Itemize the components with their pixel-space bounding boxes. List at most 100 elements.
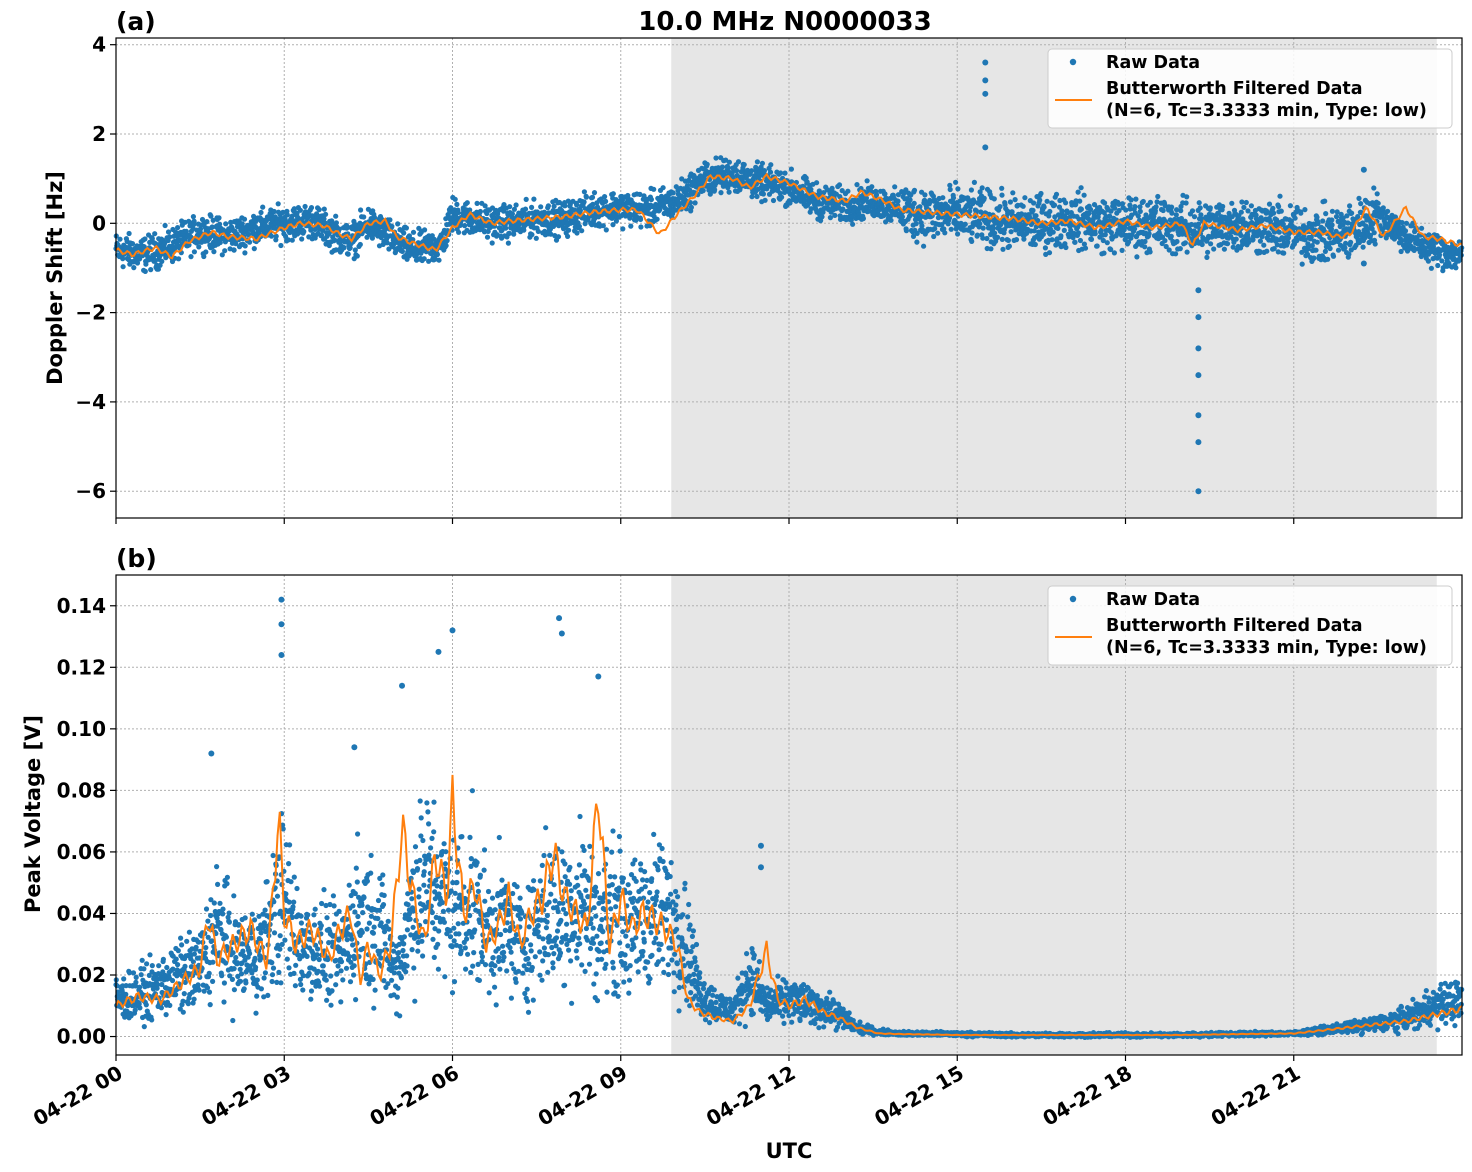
raw-point [415,948,421,954]
raw-point [254,977,260,983]
raw-point [1189,208,1196,214]
raw-point [1221,246,1227,252]
raw-point [1077,237,1083,244]
raw-point [735,159,742,165]
raw-point [1078,185,1084,191]
raw-point [660,185,666,191]
raw-point [371,1005,377,1011]
raw-point [1385,208,1391,214]
raw-point [1271,210,1277,216]
raw-point [241,986,247,992]
raw-point [131,265,137,271]
raw-point [610,191,616,197]
raw-point [170,966,176,972]
raw-point [211,900,217,906]
raw-point [338,999,344,1005]
raw-point [142,268,148,274]
raw-point [1092,231,1098,237]
raw-point [979,185,985,191]
raw-point [409,896,415,902]
raw-point [1257,238,1263,244]
raw-point [1349,210,1355,216]
raw-point [845,188,851,194]
raw-point [1142,238,1148,245]
raw-point [1220,203,1226,210]
raw-point [231,247,237,253]
raw-point [237,966,243,972]
raw-point [1147,199,1153,205]
raw-point [321,887,327,893]
raw-point [148,267,154,273]
raw-point [375,915,381,922]
raw-point [434,251,440,258]
raw-point [226,919,232,925]
raw-point [231,966,237,972]
raw-point [533,235,539,241]
raw-point [262,970,268,976]
raw-point [420,953,426,959]
raw-point [1313,247,1319,253]
raw-point [600,223,606,229]
raw-point [1012,197,1018,203]
raw-point [733,168,740,174]
raw-point [203,906,210,912]
raw-point [1082,245,1089,251]
raw-point [175,962,181,968]
raw-point [1277,193,1283,199]
raw-point [538,204,544,210]
raw-point [1133,196,1139,202]
raw-point [204,219,210,225]
raw-point [404,963,410,969]
raw-point [1182,240,1188,246]
raw-point [1425,258,1431,264]
raw-point [355,913,361,920]
raw-point [286,965,292,971]
raw-point [507,204,513,210]
raw-point [914,239,920,245]
raw-point [176,256,182,262]
raw-point [410,924,416,930]
raw-point [317,983,323,989]
raw-point [1270,205,1276,211]
raw-point [1374,191,1380,197]
panel-a-label: (a) [116,7,156,36]
raw-point [1021,236,1027,242]
raw-point [1020,203,1026,209]
raw-point [1147,249,1153,255]
raw-point [942,230,948,236]
raw-point [1302,207,1308,213]
raw-point [1162,238,1168,244]
panel-b-voltage: (b) Peak Voltage [V] 0.000.020.040.060.0… [21,544,1465,1061]
raw-point [291,899,297,905]
raw-point [1123,207,1129,213]
raw-point [164,964,170,971]
raw-point [1046,213,1052,219]
raw-point [284,956,290,962]
raw-point [412,844,419,850]
raw-point [242,250,248,256]
raw-point [260,204,266,210]
raw-point [648,196,655,203]
raw-point [308,996,314,1002]
raw-point [253,964,259,971]
raw-point [157,262,163,268]
legend-raw-marker [1069,58,1077,66]
raw-point [522,206,529,212]
raw-point [175,225,181,231]
raw-point [149,963,155,969]
raw-point [335,963,341,969]
raw-point [341,245,347,251]
raw-point [300,987,306,993]
raw-point [354,879,360,885]
raw-point [931,233,937,240]
raw-point [1031,200,1037,206]
raw-point [692,200,698,206]
raw-point [163,1012,169,1018]
raw-point [139,957,145,963]
raw-point [350,903,356,909]
raw-point [186,929,192,935]
raw-point [948,226,954,232]
raw-point [201,253,207,260]
